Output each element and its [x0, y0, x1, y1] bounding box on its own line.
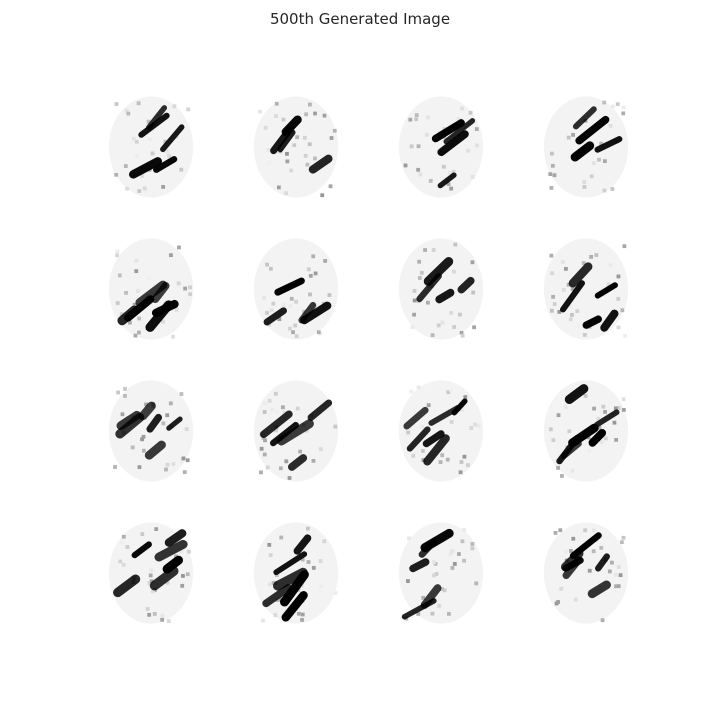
generated-image — [253, 380, 339, 482]
generated-image — [108, 522, 194, 624]
generated-image — [108, 238, 194, 340]
generated-image — [253, 96, 339, 198]
generated-image — [543, 238, 629, 340]
generated-image-tile — [92, 514, 210, 632]
generated-image-tile — [527, 514, 645, 632]
generated-image-tile — [382, 372, 500, 490]
generated-image — [543, 522, 629, 624]
generated-image-tile — [237, 230, 355, 348]
generated-image — [398, 96, 484, 198]
generated-image-tile — [527, 372, 645, 490]
generated-image-tile — [527, 88, 645, 206]
generated-image-tile — [92, 230, 210, 348]
generated-image — [398, 380, 484, 482]
generated-image-tile — [527, 230, 645, 348]
generated-image-tile — [237, 88, 355, 206]
generated-image-tile — [382, 230, 500, 348]
figure-title: 500th Generated Image — [269, 10, 451, 28]
generated-image-grid — [92, 88, 648, 633]
generated-image — [253, 238, 339, 340]
generated-image — [543, 96, 629, 198]
generated-image — [108, 380, 194, 482]
generated-image-tile — [92, 372, 210, 490]
generated-image-tile — [237, 514, 355, 632]
generated-image-tile — [92, 88, 210, 206]
generated-image — [398, 522, 484, 624]
generated-image-tile — [382, 514, 500, 632]
generated-image — [253, 522, 339, 624]
generated-image — [108, 96, 194, 198]
generated-image — [398, 238, 484, 340]
generated-image-tile — [382, 88, 500, 206]
generated-image — [543, 380, 629, 482]
generated-image-tile — [237, 372, 355, 490]
